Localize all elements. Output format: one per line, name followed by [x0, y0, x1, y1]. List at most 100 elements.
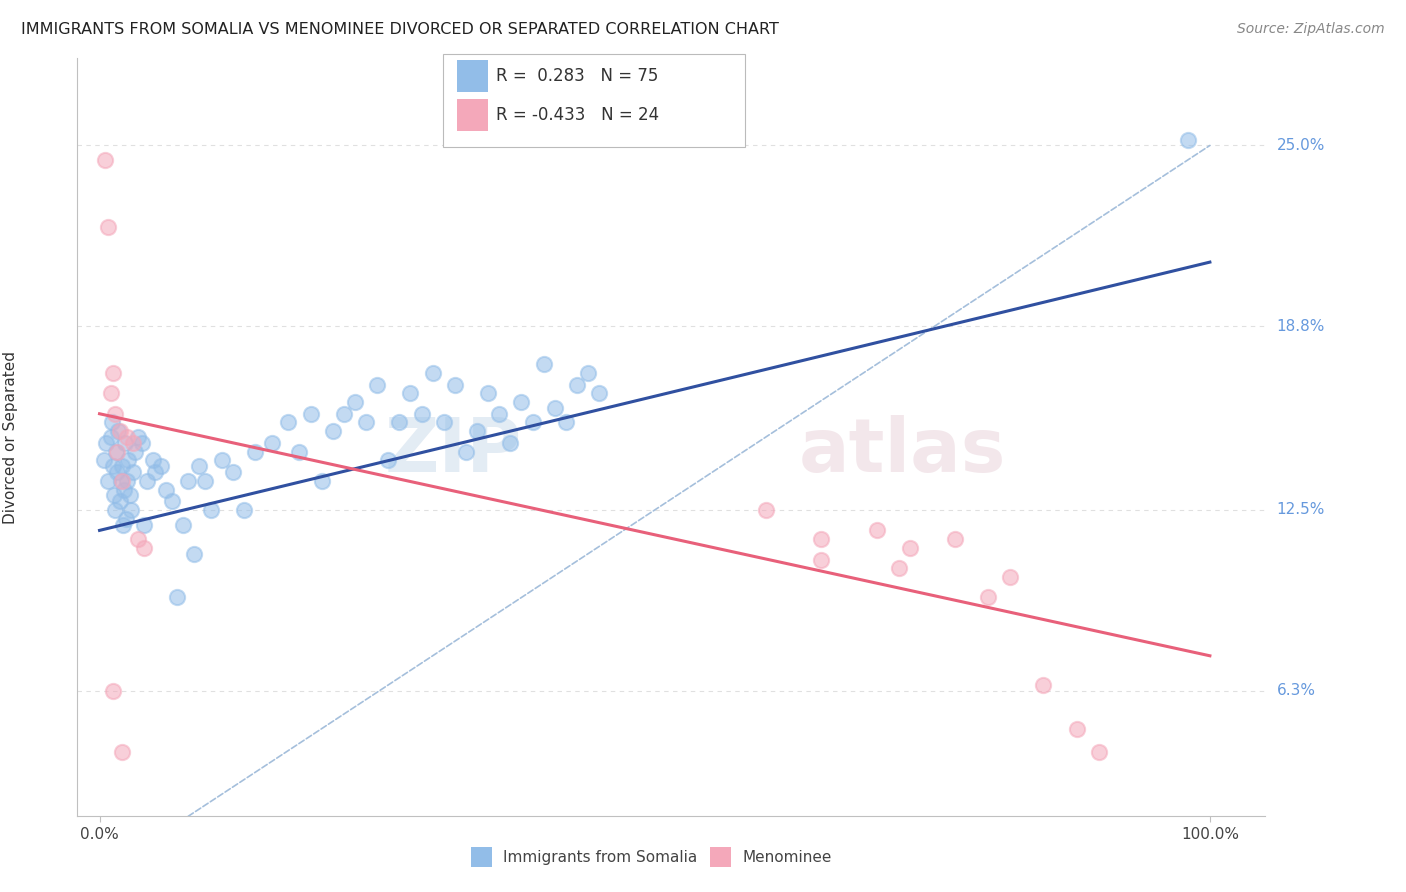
Point: [94, 153, 117, 167]
Point: [131, 436, 153, 450]
Point: [544, 401, 567, 415]
Text: IMMIGRANTS FROM SOMALIA VS MENOMINEE DIVORCED OR SEPARATED CORRELATION CHART: IMMIGRANTS FROM SOMALIA VS MENOMINEE DIV…: [21, 22, 779, 37]
Point: [124, 444, 146, 458]
Point: [117, 453, 139, 467]
Point: [333, 407, 356, 421]
Point: [411, 407, 433, 421]
Point: [810, 552, 832, 566]
Point: [188, 459, 211, 474]
Point: [200, 503, 222, 517]
Point: [101, 366, 124, 380]
Point: [104, 407, 127, 421]
Point: [477, 386, 499, 401]
Point: [866, 524, 889, 538]
Point: [377, 453, 399, 467]
Point: [103, 488, 125, 502]
Point: [1177, 133, 1199, 147]
Point: [887, 561, 910, 575]
Point: [105, 444, 128, 458]
Text: R = -0.433   N = 24: R = -0.433 N = 24: [496, 106, 659, 124]
Point: [118, 488, 141, 502]
Point: [810, 532, 832, 546]
Text: ZIP: ZIP: [384, 415, 522, 488]
Point: [121, 436, 143, 450]
Point: [93, 453, 115, 467]
Point: [111, 745, 134, 759]
Point: [112, 483, 135, 497]
Point: [260, 436, 283, 450]
Point: [1032, 678, 1054, 692]
Point: [243, 444, 266, 458]
Point: [311, 474, 333, 488]
Point: [565, 377, 588, 392]
Point: [111, 517, 134, 532]
Point: [166, 591, 188, 605]
Point: [943, 532, 966, 546]
Point: [136, 474, 159, 488]
Point: [107, 424, 129, 438]
Point: [1066, 722, 1088, 736]
Point: [149, 459, 172, 474]
Point: [100, 386, 122, 401]
Point: [533, 357, 555, 371]
Point: [522, 416, 544, 430]
Point: [101, 683, 124, 698]
Point: [399, 386, 422, 401]
Point: [101, 459, 124, 474]
Point: [554, 416, 576, 430]
Point: [465, 424, 488, 438]
Point: [211, 453, 233, 467]
Point: [977, 591, 1000, 605]
Point: [110, 474, 132, 488]
Point: [1088, 745, 1111, 759]
Point: [115, 512, 138, 526]
Point: [288, 444, 311, 458]
Text: Immigrants from Somalia: Immigrants from Somalia: [503, 850, 697, 864]
Point: [354, 416, 377, 430]
Text: Divorced or Separated: Divorced or Separated: [3, 351, 18, 524]
Point: [277, 416, 299, 430]
Point: [510, 395, 533, 409]
Point: [343, 395, 366, 409]
Point: [299, 407, 322, 421]
Point: [177, 474, 200, 488]
Point: [114, 436, 136, 450]
Point: [488, 407, 510, 421]
Point: [588, 386, 610, 401]
Point: [499, 436, 522, 450]
Text: R =  0.283   N = 75: R = 0.283 N = 75: [496, 67, 658, 85]
Text: atlas: atlas: [799, 415, 1007, 488]
Point: [160, 494, 183, 508]
Point: [194, 474, 217, 488]
Point: [108, 424, 131, 438]
Text: 12.5%: 12.5%: [1277, 502, 1324, 517]
Text: Menominee: Menominee: [742, 850, 832, 864]
Point: [111, 459, 134, 474]
Point: [322, 424, 344, 438]
Point: [898, 541, 921, 555]
Point: [100, 416, 122, 430]
Point: [576, 366, 599, 380]
Point: [111, 474, 134, 488]
Point: [121, 465, 143, 479]
Point: [143, 465, 166, 479]
Point: [172, 517, 194, 532]
Point: [433, 416, 456, 430]
Point: [108, 494, 131, 508]
Point: [444, 377, 467, 392]
Point: [222, 465, 245, 479]
Text: 18.8%: 18.8%: [1277, 318, 1324, 334]
Text: Source: ZipAtlas.com: Source: ZipAtlas.com: [1237, 22, 1385, 37]
Text: 25.0%: 25.0%: [1277, 138, 1324, 153]
Point: [998, 570, 1021, 584]
Text: 6.3%: 6.3%: [1277, 683, 1316, 698]
Point: [105, 444, 128, 458]
Point: [132, 541, 155, 555]
Point: [388, 416, 411, 430]
Point: [155, 483, 177, 497]
Point: [755, 503, 778, 517]
Point: [127, 532, 149, 546]
Point: [100, 430, 122, 444]
Point: [97, 220, 120, 235]
Point: [104, 503, 127, 517]
